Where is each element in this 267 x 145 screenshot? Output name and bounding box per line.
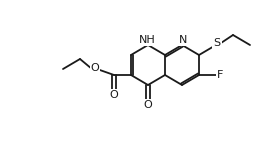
Text: O: O <box>144 100 152 110</box>
Text: O: O <box>110 90 118 100</box>
Text: N: N <box>179 35 187 45</box>
Text: O: O <box>91 63 99 73</box>
Text: NH: NH <box>139 35 155 45</box>
Text: F: F <box>217 70 223 80</box>
Text: S: S <box>213 38 221 48</box>
